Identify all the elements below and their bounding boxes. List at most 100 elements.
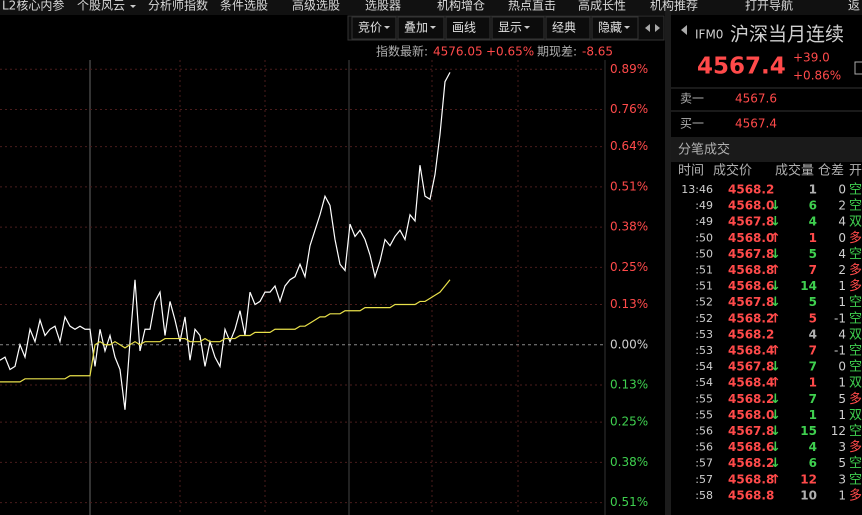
trade-direction: ↓: [770, 424, 781, 439]
column-header: 成交价: [713, 163, 752, 179]
toolbar-button[interactable]: [491, 16, 545, 40]
quote-code: IFM0: [695, 28, 723, 42]
menu-bar: [0, 0, 862, 15]
toolbar-button[interactable]: [545, 16, 591, 40]
trade-kind: 空: [849, 472, 862, 487]
trade-direction: ↑: [770, 311, 781, 326]
section-header: [671, 139, 862, 162]
trade-direction: ↓: [770, 295, 781, 310]
trade-time: :52: [695, 296, 713, 309]
panel-separators: [671, 87, 862, 139]
y-tick-label: 0.64%: [610, 139, 648, 153]
column-header: 成交量: [775, 163, 814, 179]
y-tick-label: 0.51%: [610, 179, 648, 193]
trade-volume: 1: [809, 376, 817, 390]
toolbar-label[interactable]: 隐藏: [598, 21, 622, 35]
trade-time: :51: [695, 280, 713, 293]
trade-direction: ↓: [770, 440, 781, 455]
checkbox[interactable]: [854, 61, 862, 75]
trade-volume: 7: [809, 263, 817, 277]
average-line: [0, 279, 451, 383]
dropdown-icon: [430, 26, 436, 29]
trade-time: :50: [695, 247, 713, 260]
trade-direction: ↓: [770, 215, 781, 230]
trade-direction: ↑: [770, 376, 781, 391]
toolbar-label[interactable]: 叠加: [404, 21, 428, 35]
column-header: 时间: [678, 164, 704, 179]
trade-price: 4568.0: [728, 199, 774, 213]
trade-kind: 多: [849, 278, 862, 294]
quote-change-pct: +0.86%: [793, 69, 841, 83]
menu-item[interactable]: 返: [848, 0, 860, 13]
trade-price: 4568.2: [728, 392, 774, 406]
trade-kind: 双: [849, 327, 862, 342]
trade-price: 4568.8: [728, 472, 774, 486]
toolbar-label[interactable]: 竞价: [358, 21, 382, 35]
trade-oi-change: 4: [838, 215, 846, 229]
menu-item[interactable]: 热点直击: [508, 0, 556, 13]
menu-item[interactable]: 高成长性: [578, 0, 626, 13]
buy-label: 买一: [680, 117, 704, 131]
trade-price: 4568.0: [728, 231, 774, 245]
menu-item[interactable]: 条件选股: [220, 0, 268, 13]
trade-volume: 7: [809, 344, 817, 358]
toolbar-button[interactable]: [591, 16, 639, 40]
y-tick-label: 0.89%: [610, 62, 648, 76]
trade-price: 4568.4: [728, 344, 774, 358]
trade-price: 4567.8: [728, 295, 774, 309]
trade-volume: 6: [809, 199, 817, 213]
trade-oi-change: 5: [838, 392, 846, 406]
toolbar-button[interactable]: [397, 16, 445, 40]
trade-time: :49: [695, 215, 713, 228]
quote-name: 沪深当月连续: [730, 24, 844, 46]
trade-time: :53: [695, 344, 713, 357]
trade-time: :57: [695, 457, 713, 470]
trade-oi-change: 1: [838, 408, 846, 422]
trade-price: 4568.6: [728, 279, 774, 293]
menu-item[interactable]: 机构增仓: [437, 0, 485, 13]
trade-direction: ↓: [770, 360, 781, 375]
trade-direction: ↓: [770, 199, 781, 214]
menu-item[interactable]: 打开导航: [745, 0, 793, 13]
toolbar-button[interactable]: [445, 16, 491, 40]
trade-price: 4567.8: [728, 424, 774, 438]
trade-kind: 空: [849, 247, 862, 262]
trade-oi-change: -1: [834, 311, 846, 325]
menu-item[interactable]: 分析师指数: [148, 0, 208, 13]
menu-item[interactable]: 高级选股: [292, 0, 340, 13]
trade-oi-change: 1: [838, 295, 846, 309]
trade-time: :56: [695, 425, 713, 438]
trade-kind: 多: [849, 230, 862, 246]
menu-item[interactable]: 机构推荐: [650, 0, 698, 13]
trade-oi-change: 4: [838, 327, 846, 341]
dropdown-icon: [624, 26, 630, 29]
toolbar-button[interactable]: [351, 16, 397, 40]
back-icon[interactable]: [681, 25, 687, 35]
trade-direction: ↑: [770, 472, 781, 487]
toolbar-label[interactable]: 经典: [552, 21, 576, 35]
index-change: +0.65%: [486, 45, 534, 59]
toolbar-label[interactable]: 画线: [452, 21, 476, 35]
trade-price: 4567.8: [728, 360, 774, 374]
menu-item[interactable]: L2核心内参: [2, 0, 64, 13]
vertical-grid: [179, 60, 519, 515]
trade-volume: 5: [809, 247, 817, 261]
trade-direction: ↑: [770, 344, 781, 359]
trade-time: :57: [695, 473, 713, 486]
trade-oi-change: 1: [838, 279, 846, 293]
trade-price: 4568.2: [728, 327, 774, 341]
basis-label: 期现差:: [537, 45, 577, 59]
menu-item[interactable]: 个股风云: [77, 0, 125, 13]
trade-time: :58: [695, 489, 713, 502]
trade-time: 13:46: [681, 183, 713, 196]
toolbar-label[interactable]: 显示: [498, 21, 522, 35]
nav-arrows[interactable]: [645, 24, 660, 32]
trade-oi-change: 5: [838, 456, 846, 470]
trade-oi-change: 2: [838, 263, 846, 277]
menu-item[interactable]: 选股器: [365, 0, 401, 13]
dropdown-icon: [130, 5, 136, 8]
y-tick-label: 0.25%: [610, 260, 648, 274]
panel-splitter: [665, 0, 671, 515]
